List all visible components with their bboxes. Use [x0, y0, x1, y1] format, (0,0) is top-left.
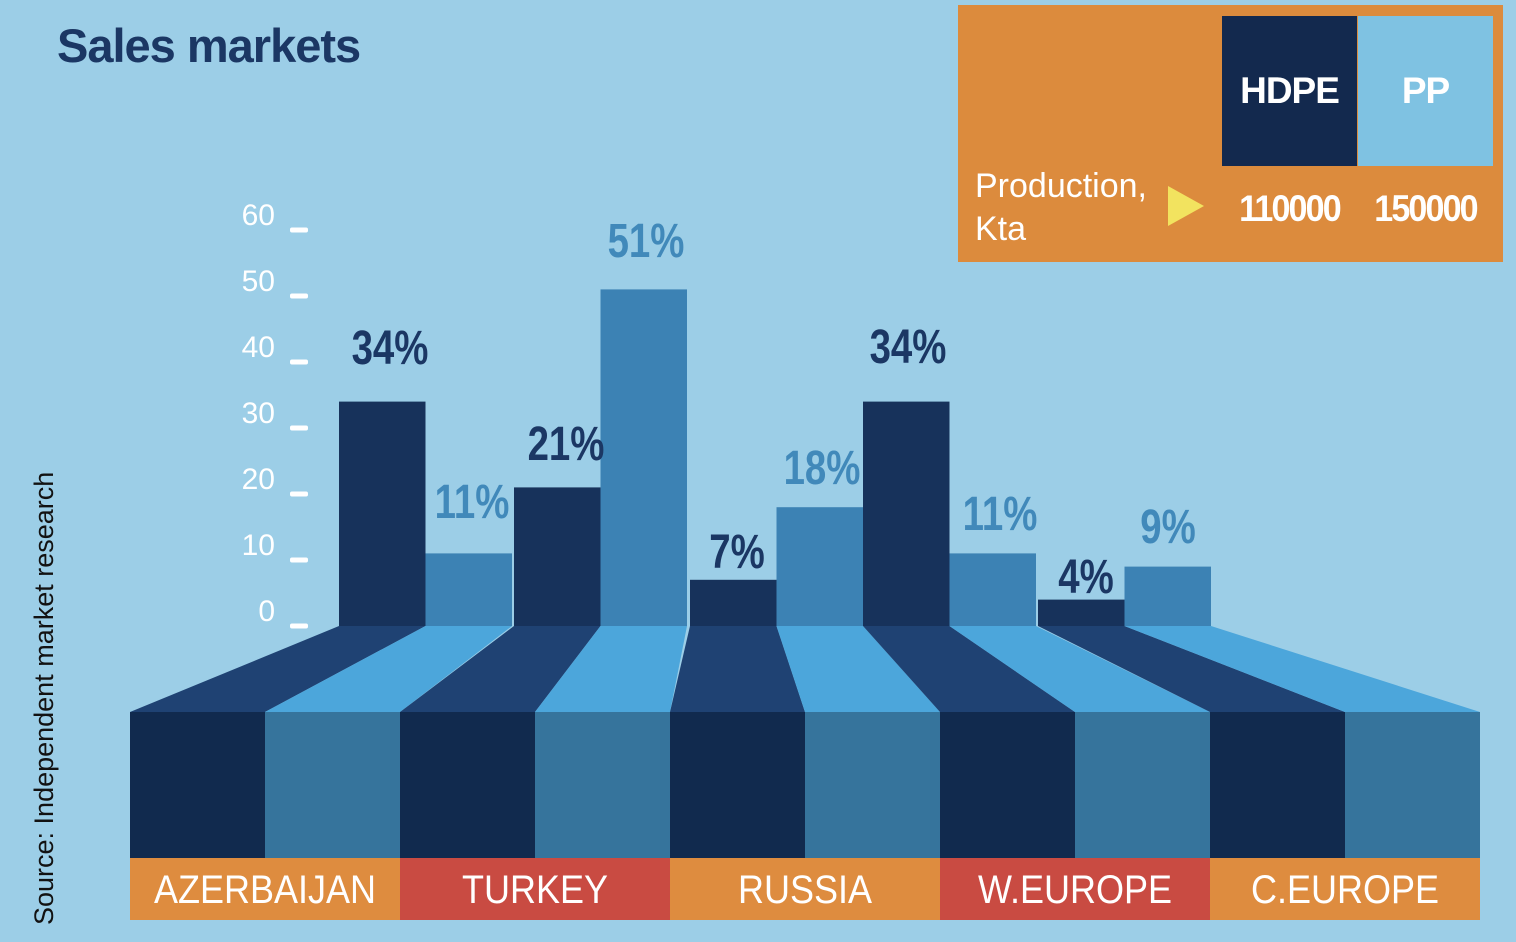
- category-label-c-europe: C.EUROPE: [1251, 868, 1439, 912]
- bar-hdpe-russia: [690, 579, 777, 626]
- axis-tick-30: [290, 425, 308, 431]
- slope-pp-turkey: [535, 626, 687, 712]
- value-label-pp-turkey: 51%: [608, 215, 685, 268]
- axis-tick-60: [290, 227, 308, 233]
- page-title: Sales markets: [57, 19, 361, 72]
- front-face-hdpe-azerbaijan: [130, 712, 265, 858]
- production-kta-label: Production, Kta: [975, 165, 1147, 250]
- bar-pp-russia: [776, 507, 863, 626]
- legend-production-box: HDPE PP Production, Kta 110000 150000: [958, 5, 1503, 262]
- value-label-hdpe-turkey: 21%: [528, 418, 605, 471]
- slope-hdpe-turkey: [400, 626, 601, 712]
- front-face-pp-w-europe: [1075, 712, 1210, 858]
- axis-tick-label-20: 20: [242, 463, 275, 496]
- slope-pp-w-europe: [949, 626, 1210, 712]
- slope-hdpe-c-europe: [1038, 626, 1345, 712]
- axis-tick-label-40: 40: [242, 331, 275, 364]
- axis-tick-label-50: 50: [242, 265, 275, 298]
- pp-production-value: 150000: [1374, 188, 1478, 229]
- legend-hdpe-label: HDPE: [1240, 70, 1340, 111]
- front-face-hdpe-w-europe: [940, 712, 1075, 858]
- bar-hdpe-c-europe: [1038, 599, 1125, 626]
- category-band-turkey: [400, 858, 670, 920]
- value-label-hdpe-russia: 7%: [709, 526, 764, 579]
- front-face-pp-azerbaijan: [265, 712, 400, 858]
- slope-hdpe-russia: [670, 626, 805, 712]
- category-label-w-europe: W.EUROPE: [978, 868, 1172, 912]
- slope-pp-azerbaijan: [265, 626, 512, 712]
- production-label-line1: Production,: [975, 167, 1147, 205]
- category-band-azerbaijan: [130, 858, 400, 920]
- axis-tick-0: [290, 623, 308, 629]
- bar-hdpe-w-europe: [863, 401, 950, 626]
- hdpe-production-value: 110000: [1239, 188, 1342, 229]
- legend-pp-label: PP: [1401, 70, 1450, 111]
- value-label-pp-russia: 18%: [784, 442, 861, 495]
- slope-hdpe-w-europe: [863, 626, 1075, 712]
- bar-hdpe-azerbaijan: [339, 401, 426, 626]
- category-label-azerbaijan: AZERBAIJAN: [154, 868, 376, 912]
- axis-tick-label-10: 10: [242, 529, 275, 562]
- category-band-w-europe: [940, 858, 1210, 920]
- arrow-right-icon: [1168, 186, 1204, 226]
- front-face-hdpe-russia: [670, 712, 805, 858]
- category-label-turkey: TURKEY: [462, 868, 608, 912]
- front-face-pp-turkey: [535, 712, 670, 858]
- bar-pp-turkey: [600, 289, 687, 626]
- slope-hdpe-azerbaijan: [130, 626, 426, 712]
- value-label-pp-w-europe: 11%: [963, 488, 1038, 541]
- axis-tick-label-0: 0: [258, 595, 275, 628]
- legend-pp-swatch: PP: [1358, 16, 1493, 166]
- production-label-line2: Kta: [975, 209, 1027, 248]
- axis-tick-40: [290, 359, 308, 365]
- axis-tick-50: [290, 293, 308, 299]
- value-label-pp-c-europe: 9%: [1140, 501, 1195, 554]
- value-label-hdpe-c-europe: 4%: [1058, 551, 1113, 604]
- front-face-hdpe-turkey: [400, 712, 535, 858]
- slope-pp-russia: [776, 626, 940, 712]
- slope-pp-c-europe: [1124, 626, 1480, 712]
- bar-pp-azerbaijan: [425, 553, 512, 626]
- front-face-pp-russia: [805, 712, 940, 858]
- category-band-c-europe: [1210, 858, 1480, 920]
- bar-hdpe-turkey: [514, 487, 601, 626]
- value-label-hdpe-azerbaijan: 34%: [352, 322, 429, 375]
- value-label-pp-azerbaijan: 11%: [435, 476, 510, 529]
- bar-pp-c-europe: [1124, 566, 1211, 626]
- value-label-hdpe-w-europe: 34%: [870, 321, 947, 374]
- bar-pp-w-europe: [949, 553, 1036, 626]
- legend-hdpe-swatch: HDPE: [1222, 16, 1357, 166]
- axis-tick-label-60: 60: [242, 199, 275, 232]
- axis-tick-10: [290, 557, 308, 563]
- axis-tick-20: [290, 491, 308, 497]
- axis-tick-label-30: 30: [242, 397, 275, 430]
- front-face-pp-c-europe: [1345, 712, 1480, 858]
- front-face-hdpe-c-europe: [1210, 712, 1345, 858]
- category-label-russia: RUSSIA: [738, 868, 873, 912]
- category-band-russia: [670, 858, 940, 920]
